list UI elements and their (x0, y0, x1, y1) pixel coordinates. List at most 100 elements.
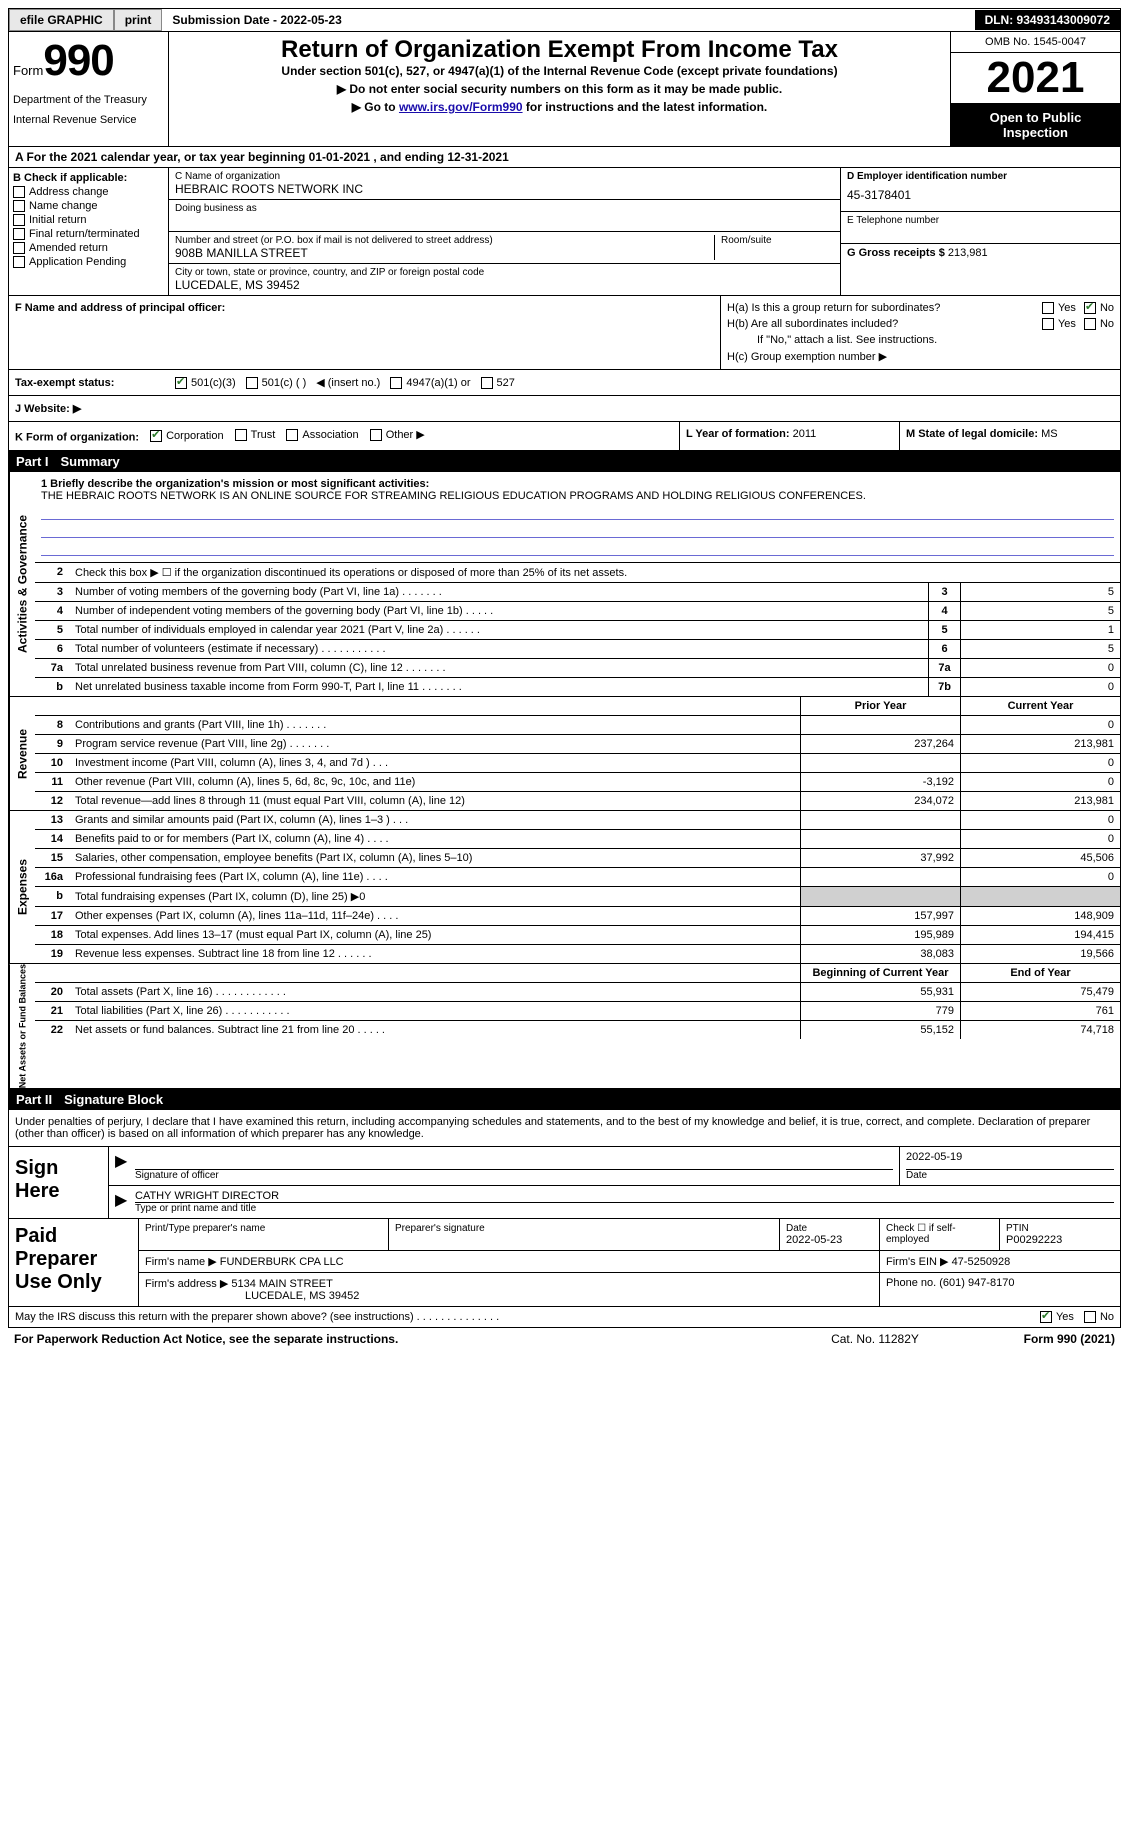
omb-number: OMB No. 1545-0047 (951, 32, 1120, 53)
chk-corporation[interactable] (150, 430, 162, 442)
tax-exempt-label: Tax-exempt status: (15, 377, 165, 389)
mission-text: THE HEBRAIC ROOTS NETWORK IS AN ONLINE S… (41, 490, 1114, 502)
state-domicile: MS (1041, 428, 1058, 440)
form-number: 990 (43, 36, 113, 85)
gross-receipts: 213,981 (948, 247, 988, 259)
form-word: Form (13, 63, 43, 78)
website-label: J Website: ▶ (15, 402, 81, 415)
discuss-question: May the IRS discuss this return with the… (15, 1311, 1040, 1323)
type-name-label: Type or print name and title (135, 1202, 1114, 1214)
prep-date: 2022-05-23 (786, 1234, 873, 1246)
paid-preparer-label: Paid Preparer Use Only (9, 1219, 139, 1306)
ssn-note: ▶ Do not enter social security numbers o… (177, 82, 942, 96)
cat-number: Cat. No. 11282Y (795, 1332, 955, 1346)
m-label: M State of legal domicile: (906, 428, 1038, 440)
gross-receipts-label: G Gross receipts $ (847, 247, 945, 259)
prep-sig-label: Preparer's signature (395, 1223, 773, 1234)
tax-year: 2021 (951, 53, 1120, 104)
irs-link[interactable]: www.irs.gov/Form990 (399, 100, 523, 114)
beginning-year-header: Beginning of Current Year (800, 964, 960, 982)
firm-ein: 47-5250928 (952, 1256, 1011, 1268)
tab-expenses: Expenses (9, 811, 35, 963)
chk-name-change[interactable] (13, 200, 25, 212)
sig-officer-label: Signature of officer (135, 1169, 893, 1181)
part-1-header: Part I Summary (8, 451, 1121, 472)
ha-label: H(a) Is this a group return for subordin… (727, 302, 1042, 314)
ha-yes[interactable] (1042, 302, 1054, 314)
chk-501c3[interactable] (175, 377, 187, 389)
col-b-title: B Check if applicable: (13, 172, 164, 184)
dln: DLN: 93493143009072 (975, 10, 1120, 30)
discuss-yes[interactable] (1040, 1311, 1052, 1323)
firm-name-label: Firm's name ▶ (145, 1256, 217, 1268)
sign-here-label: Sign Here (9, 1147, 109, 1218)
row-f-label: F Name and address of principal officer: (15, 302, 714, 314)
chk-address-change[interactable] (13, 186, 25, 198)
ha-no[interactable] (1084, 302, 1096, 314)
chk-amended-return[interactable] (13, 242, 25, 254)
firm-ein-label: Firm's EIN ▶ (886, 1256, 949, 1268)
firm-addr1: 5134 MAIN STREET (231, 1278, 332, 1290)
chk-final-return[interactable] (13, 228, 25, 240)
prep-name-label: Print/Type preparer's name (145, 1223, 382, 1234)
ein-label: D Employer identification number (847, 171, 1114, 182)
l-label: L Year of formation: (686, 428, 790, 440)
efile-button[interactable]: efile GRAPHIC (9, 9, 114, 31)
prior-year-header: Prior Year (800, 697, 960, 715)
print-button[interactable]: print (114, 9, 163, 31)
top-toolbar: efile GRAPHIC print Submission Date - 20… (8, 8, 1121, 32)
prep-date-label: Date (786, 1223, 873, 1234)
form-subtitle: Under section 501(c), 527, or 4947(a)(1)… (177, 64, 942, 78)
submission-date: Submission Date - 2022-05-23 (162, 10, 351, 30)
end-year-header: End of Year (960, 964, 1120, 982)
tab-revenue: Revenue (9, 697, 35, 810)
chk-application-pending[interactable] (13, 256, 25, 268)
org-name-label: C Name of organization (175, 171, 834, 182)
k-label: K Form of organization: (15, 432, 139, 444)
chk-4947[interactable] (390, 377, 402, 389)
phone-label: E Telephone number (847, 215, 1114, 226)
city-label: City or town, state or province, country… (175, 267, 834, 278)
open-to-public: Open to Public Inspection (951, 104, 1120, 146)
mission-label: 1 Briefly describe the organization's mi… (41, 478, 1114, 490)
discuss-no[interactable] (1084, 1311, 1096, 1323)
line-2: Check this box ▶ ☐ if the organization d… (69, 563, 1120, 582)
col-b-checkboxes: B Check if applicable: Address change Na… (9, 168, 169, 295)
chk-trust[interactable] (235, 429, 247, 441)
chk-association[interactable] (286, 429, 298, 441)
form-title: Return of Organization Exempt From Incom… (177, 36, 942, 64)
tab-activities-governance: Activities & Governance (9, 472, 35, 696)
dept-treasury: Department of the Treasury (13, 94, 164, 106)
year-formation: 2011 (793, 428, 817, 440)
chk-initial-return[interactable] (13, 214, 25, 226)
hb-yes[interactable] (1042, 318, 1054, 330)
firm-addr-label: Firm's address ▶ (145, 1278, 228, 1290)
room-label: Room/suite (721, 235, 834, 246)
form-footer: Form 990 (2021) (955, 1332, 1115, 1346)
hc-label: H(c) Group exemption number ▶ (727, 350, 1114, 363)
hb-note: If "No," attach a list. See instructions… (727, 334, 1114, 346)
chk-501c[interactable] (246, 377, 258, 389)
row-a-tax-year: A For the 2021 calendar year, or tax yea… (8, 147, 1121, 168)
street-label: Number and street (or P.O. box if mail i… (175, 235, 714, 246)
ptin: P00292223 (1006, 1234, 1114, 1246)
current-year-header: Current Year (960, 697, 1120, 715)
part-2-header: Part II Signature Block (8, 1089, 1121, 1110)
hb-no[interactable] (1084, 318, 1096, 330)
firm-addr2: LUCEDALE, MS 39452 (145, 1290, 359, 1302)
org-name: HEBRAIC ROOTS NETWORK INC (175, 182, 834, 196)
street: 908B MANILLA STREET (175, 246, 714, 260)
officer-name: CATHY WRIGHT DIRECTOR (135, 1190, 1114, 1202)
arrow-icon: ▶ (109, 1186, 129, 1218)
declaration-text: Under penalties of perjury, I declare th… (9, 1110, 1120, 1146)
goto-note: ▶ Go to www.irs.gov/Form990 for instruct… (177, 100, 942, 114)
hb-label: H(b) Are all subordinates included? (727, 318, 1042, 330)
irs-label: Internal Revenue Service (13, 114, 164, 126)
form-number-box: Form990 Department of the Treasury Inter… (9, 32, 169, 146)
check-self-employed: Check ☐ if self-employed (880, 1219, 1000, 1250)
chk-other[interactable] (370, 429, 382, 441)
firm-name: FUNDERBURK CPA LLC (220, 1256, 344, 1268)
chk-527[interactable] (481, 377, 493, 389)
firm-phone: (601) 947-8170 (939, 1277, 1014, 1289)
tab-net-assets: Net Assets or Fund Balances (9, 964, 35, 1088)
